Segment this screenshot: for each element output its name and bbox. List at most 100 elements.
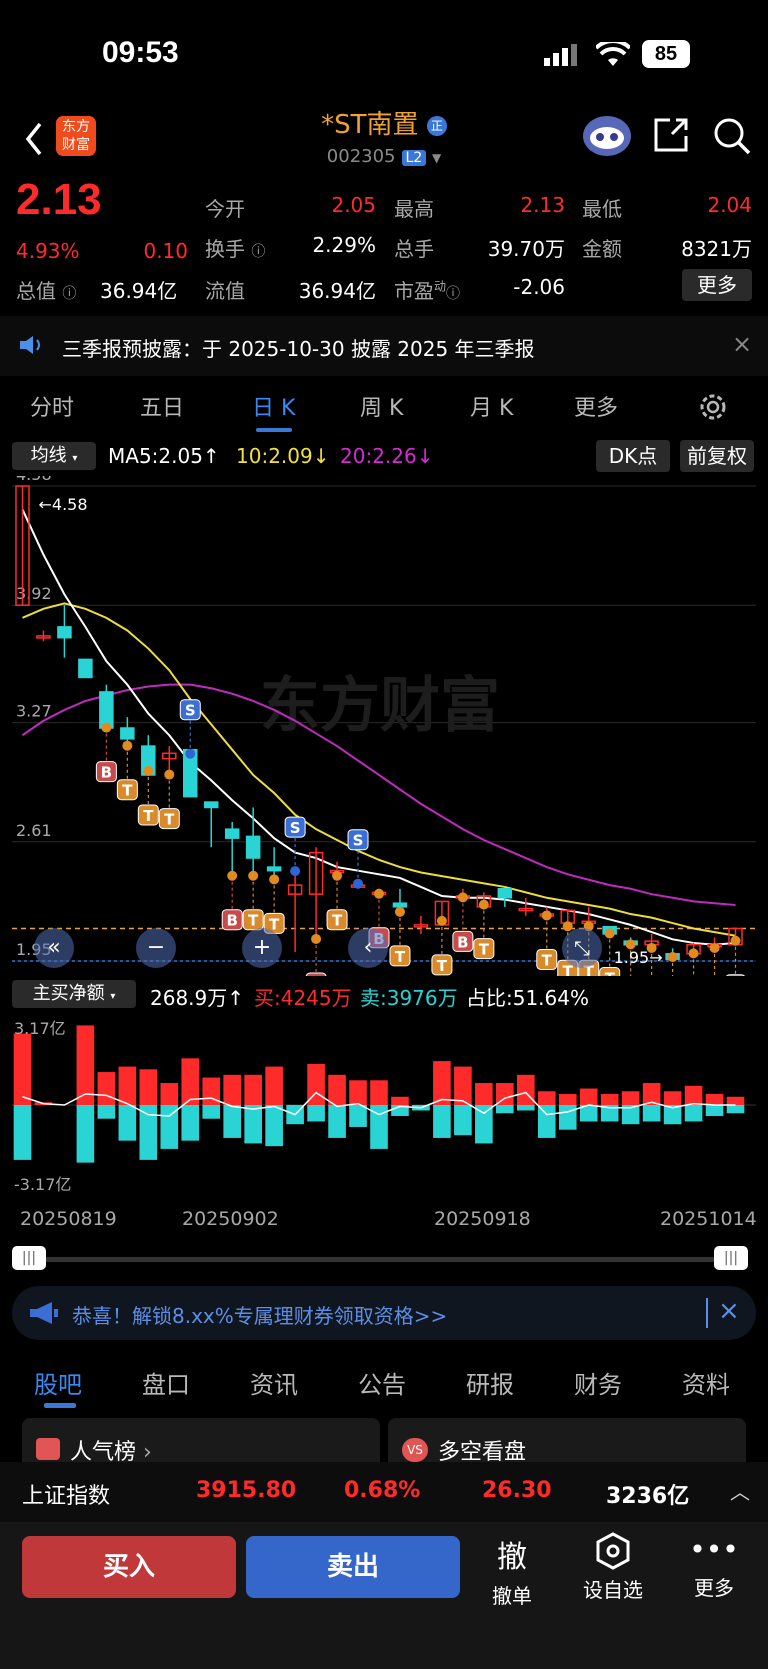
signal-dot [332, 870, 343, 881]
more-button[interactable]: 更多 [682, 269, 752, 301]
slider-left-handle[interactable]: ||| [12, 1246, 46, 1270]
ma-selector[interactable]: 均线 ▾ [12, 442, 96, 470]
ma5-label: MA5:2.05↑ [108, 444, 220, 468]
close-icon[interactable]: × [718, 1296, 740, 1326]
info-icon: ⓘ [62, 286, 77, 302]
signal-label: T [437, 957, 448, 975]
date-label: 20251014 [660, 1208, 757, 1230]
share-icon[interactable] [652, 116, 690, 158]
cancel-glyph-icon: 撤 [497, 1540, 527, 1575]
candle-body [162, 752, 177, 760]
tab-2[interactable]: 日 K [252, 396, 296, 421]
zoom-out-icon[interactable]: − [136, 928, 176, 968]
buy-bar [181, 1058, 200, 1105]
candle-body [203, 801, 219, 809]
buy-bar [265, 1066, 283, 1105]
max-price-marker: ←4.58 [38, 495, 87, 514]
candle-body [287, 884, 303, 895]
change-pct: 4.93% [16, 239, 80, 263]
ma5-line [21, 509, 736, 946]
sell-bar [475, 1105, 493, 1144]
signal-dot [122, 740, 133, 751]
tab-3[interactable]: 周 K [360, 396, 404, 421]
chevron-down-icon: ▼ [431, 151, 442, 165]
ranking-icon [36, 1438, 60, 1460]
stock-code-row[interactable]: 002305 L2 ▼ [0, 146, 768, 167]
back-icon[interactable] [18, 112, 48, 162]
buy-bar [705, 1094, 724, 1105]
buy-bar [642, 1083, 661, 1105]
tab-5[interactable]: 更多 [574, 396, 619, 421]
bottom-tab-4[interactable]: 研报 [466, 1371, 514, 1399]
step-left-icon[interactable]: ‹ [348, 928, 388, 968]
signal-dot [604, 928, 615, 939]
dropdown-icon: ▾ [110, 991, 116, 1002]
high-label: 最高 [394, 197, 434, 221]
chevron-up-icon[interactable]: ︿ [730, 1480, 750, 1504]
tab-0[interactable]: 分时 [30, 396, 75, 421]
cancel-order-button[interactable]: 撤 撤单 [480, 1532, 544, 1612]
add-watchlist-button[interactable]: 设自选 [578, 1532, 648, 1612]
candle-body [15, 485, 30, 606]
sell-bar [600, 1105, 619, 1122]
close-icon[interactable]: × [732, 330, 753, 358]
signal-badge [221, 909, 243, 931]
buy-bar [391, 1096, 409, 1105]
signal-label: T [269, 915, 280, 933]
signal-label: T [164, 811, 175, 829]
slider-right-handle[interactable]: ||| [714, 1246, 748, 1270]
buy-bar [454, 1066, 472, 1105]
search-icon[interactable] [712, 116, 752, 160]
candle-body [392, 902, 408, 908]
signal-badge [305, 972, 327, 976]
buy-bar [118, 1066, 137, 1105]
signal-label: T [332, 912, 343, 930]
promo-banner[interactable]: 恭喜！解锁8.xx%专属理财券领取资格>> × [12, 1286, 756, 1340]
bottom-tab-2[interactable]: 资讯 [250, 1371, 298, 1399]
total-value-label: 总值 ⓘ [16, 279, 77, 303]
price-tick-label: 3.27 [16, 702, 52, 721]
sell-bar [223, 1105, 242, 1138]
buy-bar [537, 1091, 556, 1105]
netflow-net: 268.9万↑ [150, 986, 245, 1010]
netflow-sell: 卖:3976万 [360, 986, 458, 1010]
sell-bar [663, 1105, 682, 1125]
battery-level: 85 [654, 43, 678, 65]
notice-bar[interactable]: 三季报预披露：于 2025-10-30 披露 2025 年三季报 × [0, 316, 768, 376]
kline-chart[interactable]: 4.583.923.272.611.95东方财富BTTTSBTTSBTSBTTB… [0, 476, 768, 976]
bottom-tab-6[interactable]: 资料 [682, 1371, 730, 1399]
app-logo[interactable]: 东方 财富 [56, 116, 96, 156]
buy-button[interactable]: 买入 [22, 1536, 236, 1598]
bottom-tab-3[interactable]: 公告 [358, 1371, 406, 1399]
settings-gear-icon[interactable] [698, 392, 728, 426]
range-slider[interactable]: ||| ||| [12, 1246, 756, 1272]
more-actions-button[interactable]: ••• 更多 [682, 1532, 746, 1612]
bottom-tab-0[interactable]: 股吧 [34, 1371, 82, 1399]
dk-point-button[interactable]: DK点 [596, 440, 670, 472]
index-bar[interactable]: 上证指数 3915.80 0.68% 26.30 3236亿 ︿ [0, 1462, 768, 1522]
scroll-left-icon[interactable]: « [34, 928, 74, 968]
bottom-tab-1[interactable]: 盘口 [142, 1371, 190, 1399]
adjust-button[interactable]: 前复权 [680, 440, 754, 472]
buy-bar [97, 1072, 116, 1105]
bottom-tab-5[interactable]: 财务 [574, 1371, 622, 1399]
sell-bar [202, 1105, 221, 1119]
total-value: 36.94亿 [100, 279, 178, 303]
assistant-avatar-icon[interactable] [580, 110, 634, 158]
buy-bar [76, 1025, 95, 1105]
expand-icon[interactable]: ⤡ [562, 928, 602, 968]
index-name: 上证指数 [22, 1484, 111, 1509]
netflow-chart[interactable]: 3.17亿 -3.17亿 [0, 1010, 768, 1200]
sell-button[interactable]: 卖出 [246, 1536, 460, 1598]
stock-title[interactable]: *ST南置 正 [0, 104, 768, 141]
zoom-in-icon[interactable]: + [242, 928, 282, 968]
sell-bar [349, 1105, 367, 1127]
signal-label: S [290, 819, 301, 837]
tab-4[interactable]: 月 K [470, 396, 514, 421]
action-bar: 买入 卖出 撤 撤单 设自选 ••• 更多 [0, 1522, 768, 1669]
netflow-selector[interactable]: 主买净额 ▾ [12, 980, 136, 1008]
tab-1[interactable]: 五日 [140, 396, 185, 421]
signal-badge [158, 808, 180, 830]
active-tab-underline [256, 428, 292, 432]
signal-dot [436, 915, 447, 926]
